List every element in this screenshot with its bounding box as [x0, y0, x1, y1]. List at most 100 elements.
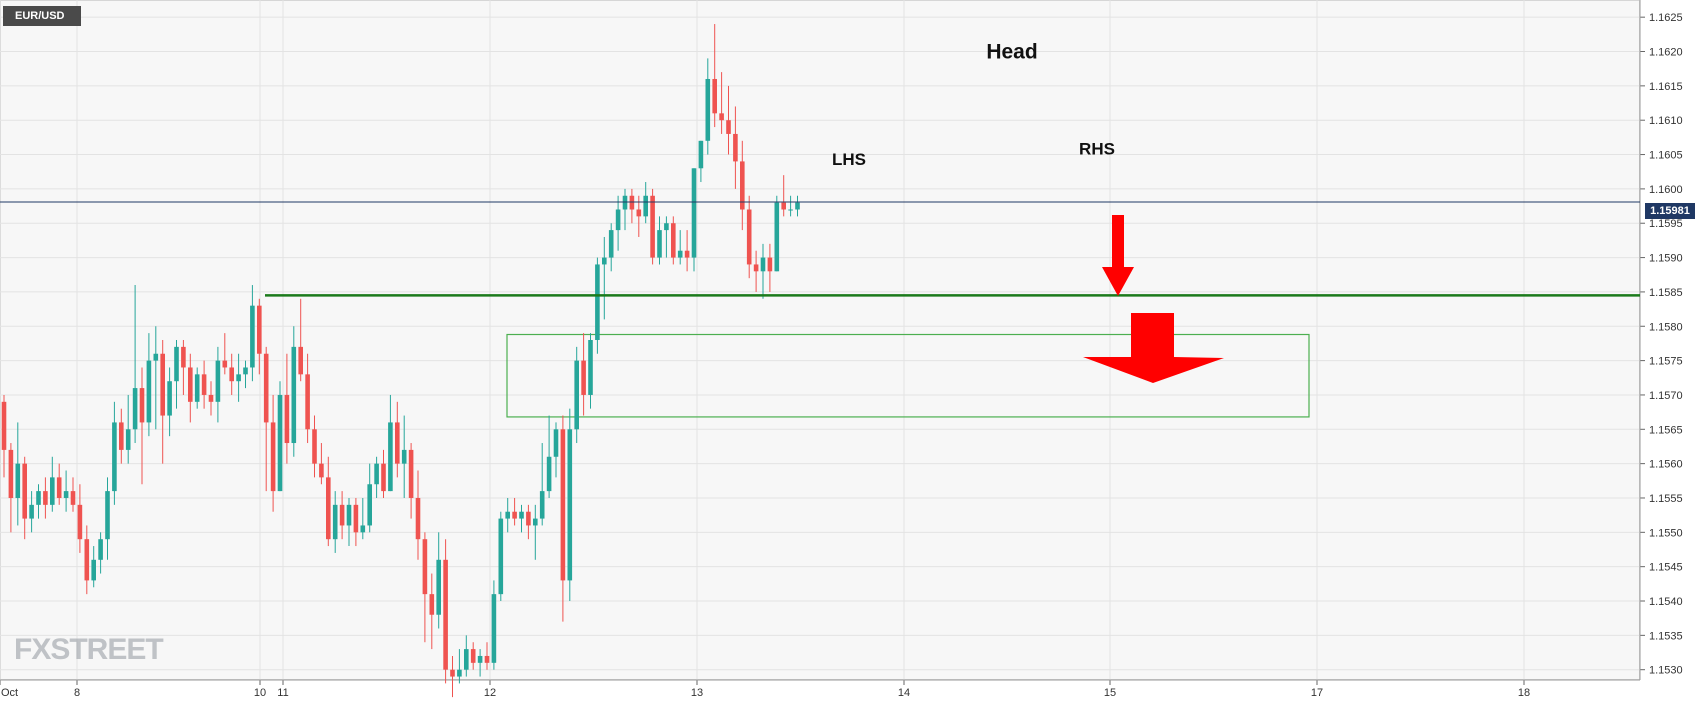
- symbol-badge: EUR/USD: [3, 6, 81, 26]
- y-tick-label: 1.1590: [1649, 253, 1683, 265]
- candle-body: [277, 394, 283, 492]
- candle-body: [477, 655, 483, 663]
- candle-body: [77, 504, 83, 540]
- candle-body: [650, 195, 655, 258]
- candle-body: [188, 367, 193, 402]
- candle-body: [712, 78, 717, 114]
- candle-body: [533, 518, 538, 526]
- candle-body: [546, 456, 552, 492]
- candle-body: [353, 504, 359, 533]
- x-tick-label: 15: [1104, 687, 1116, 699]
- candle-body: [346, 504, 352, 526]
- candle-body: [740, 161, 745, 210]
- candle-body: [539, 491, 545, 519]
- candle-body: [70, 491, 76, 505]
- annotation-rhs: RHS: [1079, 140, 1115, 159]
- candle-body: [484, 655, 490, 663]
- candle-body: [105, 491, 110, 540]
- candle-body: [91, 559, 96, 581]
- y-tick-label: 1.1550: [1649, 527, 1683, 539]
- y-tick-label: 1.1570: [1649, 390, 1683, 402]
- candle-body: [429, 594, 435, 615]
- candle-body: [8, 449, 14, 498]
- candle-body: [581, 360, 586, 395]
- candle-body: [643, 195, 648, 217]
- candle-body: [181, 346, 186, 368]
- candle-body: [84, 539, 90, 581]
- candle-body: [512, 511, 517, 519]
- candle-body: [236, 374, 241, 382]
- candle-body: [312, 429, 317, 464]
- y-tick-label: 1.1600: [1649, 184, 1683, 196]
- x-tick-label: 17: [1311, 687, 1323, 699]
- candle-body: [332, 504, 338, 540]
- candle-body: [408, 449, 414, 498]
- candle-body: [705, 78, 711, 141]
- candle-body: [450, 669, 455, 677]
- candle-body: [201, 374, 207, 395]
- candle-body: [374, 463, 379, 485]
- candle-body: [415, 497, 421, 540]
- candle-body: [746, 209, 752, 265]
- candle-body: [22, 463, 27, 519]
- candle-body: [263, 353, 269, 423]
- candle-body: [602, 257, 607, 265]
- candle-body: [567, 429, 573, 581]
- x-tick-label: 12: [484, 687, 496, 699]
- candle-body: [519, 511, 524, 519]
- candle-body: [63, 491, 69, 498]
- candle-body: [553, 429, 559, 457]
- candle-body: [774, 202, 780, 272]
- current-price-tag: 1.15981: [1645, 203, 1695, 219]
- candle-body: [305, 374, 310, 430]
- candle-body: [43, 491, 48, 505]
- candle-body: [319, 463, 324, 478]
- candle-body: [222, 360, 228, 368]
- candle-body: [698, 140, 704, 169]
- candle-body: [250, 305, 255, 368]
- candle-body: [574, 360, 579, 430]
- candle-body: [395, 422, 400, 464]
- candle-body: [119, 422, 124, 450]
- candle-body: [339, 504, 345, 526]
- candle-body: [139, 388, 145, 423]
- candle-body: [622, 195, 628, 210]
- candle-body: [174, 346, 179, 382]
- candle-body: [167, 381, 172, 416]
- candle-body: [608, 230, 614, 258]
- candle-body: [767, 257, 773, 272]
- candle-body: [146, 360, 152, 423]
- x-tick-label: 11: [277, 687, 288, 699]
- candle-body: [726, 120, 731, 134]
- annotation-lhs: LHS: [832, 150, 866, 169]
- candle-body: [257, 305, 262, 354]
- y-tick-label: 1.1530: [1649, 665, 1683, 677]
- candle-body: [753, 264, 759, 272]
- candle-body: [243, 367, 248, 375]
- candle-body: [36, 491, 41, 505]
- candle-body: [684, 250, 690, 258]
- candle-body: [270, 422, 276, 492]
- candle-body: [132, 388, 138, 430]
- y-tick-label: 1.1605: [1649, 150, 1683, 162]
- y-tick-label: 1.1620: [1649, 47, 1683, 59]
- candle-body: [629, 195, 635, 210]
- x-tick-label: 13: [691, 687, 703, 699]
- y-tick-label: 1.1625: [1649, 12, 1683, 24]
- candle-body: [691, 168, 697, 258]
- candle-body: [560, 429, 566, 581]
- candle-body: [29, 504, 34, 519]
- candle-body: [1, 401, 7, 450]
- candle-body: [208, 394, 214, 402]
- candle-body: [498, 518, 504, 595]
- large-down-arrow: [1083, 313, 1224, 383]
- candle-body: [505, 511, 510, 519]
- candle-body: [526, 511, 531, 526]
- candle-body: [595, 264, 600, 340]
- demand-zone-box: [506, 333, 1310, 418]
- y-tick-label: 1.1610: [1649, 115, 1683, 127]
- candle-body: [15, 463, 21, 498]
- candle-body: [194, 374, 200, 402]
- candle-body: [457, 669, 462, 677]
